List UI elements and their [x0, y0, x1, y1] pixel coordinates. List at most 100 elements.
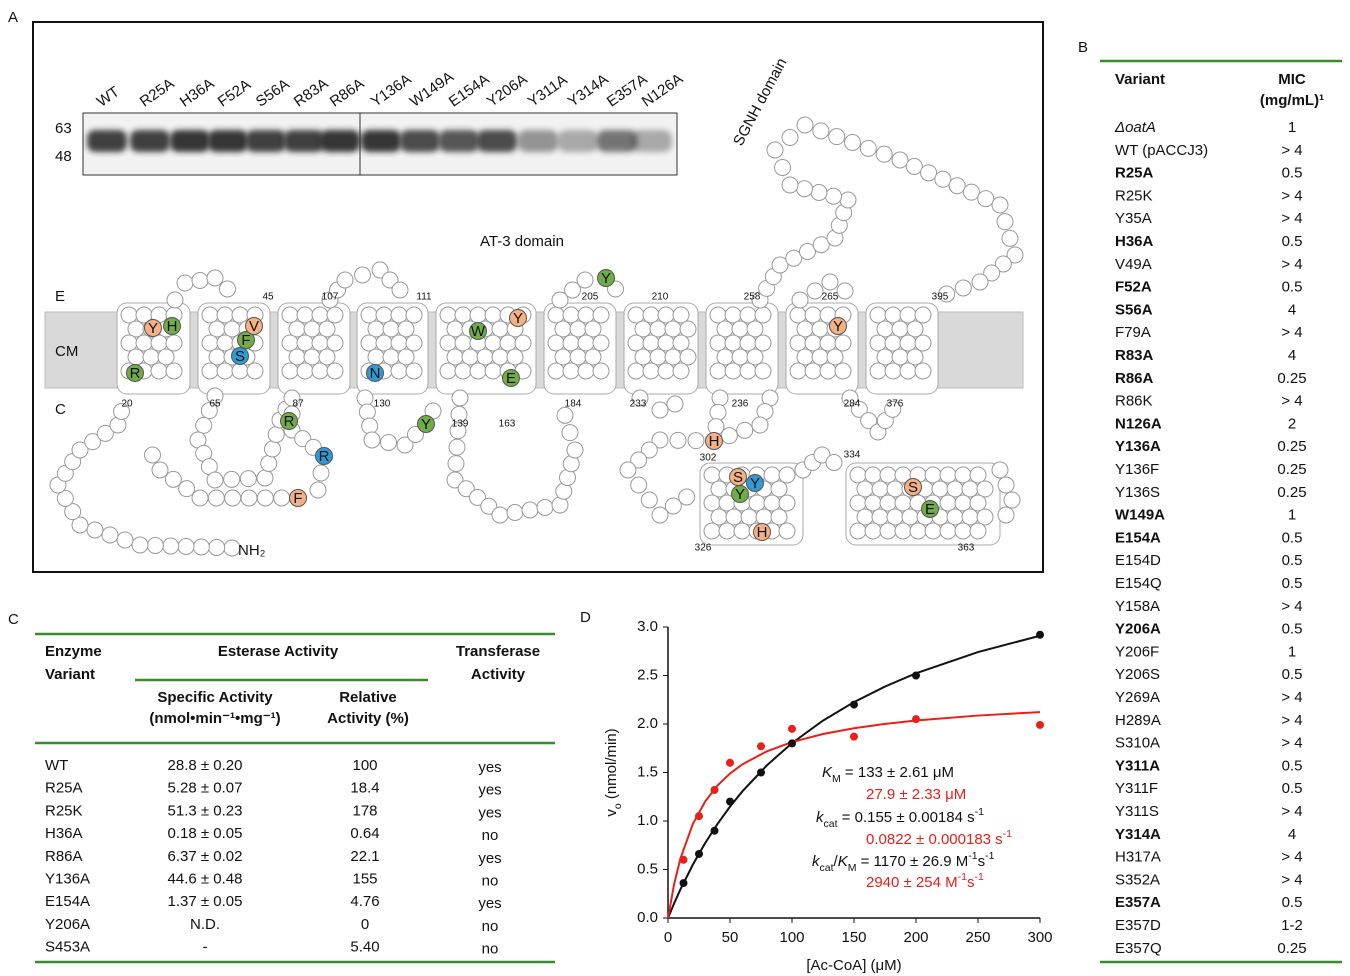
residue — [492, 349, 508, 365]
residue — [406, 335, 422, 351]
residue — [143, 349, 159, 365]
residue — [578, 335, 594, 351]
column-header: Esterase Activity — [218, 643, 339, 660]
residue-letter: S — [733, 469, 743, 486]
residue — [755, 335, 771, 351]
residue — [910, 523, 926, 539]
mic-cell: > 4 — [1281, 256, 1302, 273]
lane-label: Y311A — [525, 71, 571, 110]
residue — [679, 489, 695, 505]
residue — [865, 467, 881, 483]
residue — [247, 363, 263, 379]
residue — [767, 142, 783, 158]
label-part: (nmol/min) — [603, 728, 620, 803]
table-cell: 6.37 ± 0.02 — [168, 848, 243, 865]
table-cell: 5.28 ± 0.07 — [168, 780, 243, 797]
residue — [289, 321, 305, 337]
figure: ABCDECMC45107111205210258265395206587130… — [0, 0, 1350, 976]
residue — [593, 307, 609, 323]
mic-cell: 1 — [1288, 643, 1296, 660]
mic-cell: 1 — [1288, 507, 1296, 524]
label-part: -1 — [975, 806, 984, 818]
data-point — [788, 725, 796, 733]
residue — [391, 335, 407, 351]
mic-cell: > 4 — [1281, 712, 1302, 729]
y-tick-label: 0.0 — [637, 909, 658, 926]
mic-cell: 2 — [1288, 415, 1296, 432]
residue — [548, 307, 564, 323]
residue — [932, 481, 948, 497]
residue — [782, 177, 798, 193]
residue — [643, 363, 659, 379]
residue — [752, 417, 768, 433]
residue — [895, 523, 911, 539]
mic-cell: 0.5 — [1282, 233, 1303, 250]
residue — [880, 523, 896, 539]
variant-cell: Y269A — [1115, 689, 1160, 706]
residue — [202, 307, 218, 323]
residue — [921, 165, 937, 181]
residue — [719, 523, 735, 539]
residue — [670, 432, 686, 448]
lane-label: H36A — [177, 75, 217, 110]
residue — [500, 335, 516, 351]
residue — [477, 349, 493, 365]
residue — [902, 509, 918, 525]
residue — [885, 307, 901, 323]
mic-cell: > 4 — [1281, 849, 1302, 866]
residue — [117, 532, 133, 548]
mic-cell: 0.5 — [1282, 165, 1303, 182]
residue — [870, 307, 886, 323]
residue — [972, 274, 988, 290]
residue — [217, 335, 233, 351]
residue — [827, 349, 843, 365]
residue — [764, 467, 780, 483]
residue — [631, 477, 647, 493]
residue — [955, 280, 971, 296]
residue — [820, 335, 836, 351]
residue — [563, 363, 579, 379]
residue — [962, 481, 978, 497]
residue — [947, 509, 963, 525]
residue — [87, 522, 103, 538]
residue — [721, 428, 737, 444]
annotation: kcat/KM = 1170 ± 26.9 M-1s-1 — [812, 850, 995, 874]
residue — [232, 363, 248, 379]
residue — [178, 539, 194, 555]
variant-cell: N126A — [1115, 415, 1162, 432]
residue — [949, 178, 965, 194]
blot-band — [87, 130, 127, 152]
residue — [877, 321, 893, 337]
residue-letter: H — [757, 524, 768, 541]
blot-band — [320, 130, 360, 152]
residue — [822, 274, 838, 290]
variant-cell: Y206F — [1115, 643, 1159, 660]
data-point — [726, 759, 734, 767]
residue — [452, 390, 468, 406]
residue — [282, 363, 298, 379]
variant-cell: S352A — [1115, 871, 1160, 888]
residue — [835, 363, 851, 379]
residue — [224, 321, 240, 337]
residue-letter: R — [319, 448, 330, 465]
residue — [628, 363, 644, 379]
label-part: cat — [820, 862, 834, 874]
variant-cell: W149A — [1115, 507, 1165, 524]
residue — [712, 390, 728, 406]
residue-letter: V — [249, 318, 259, 335]
residue — [865, 523, 881, 539]
residue — [319, 321, 335, 337]
mic-cell: 0.5 — [1282, 279, 1303, 296]
residue — [522, 502, 538, 518]
data-point — [912, 672, 920, 680]
y-tick-label: 3.0 — [637, 618, 658, 635]
table-cell: 18.4 — [350, 780, 379, 797]
residue — [368, 321, 384, 337]
mic-cell: > 4 — [1281, 142, 1302, 159]
mic-cell: 4 — [1288, 301, 1296, 318]
residue — [704, 523, 720, 539]
residue — [548, 363, 564, 379]
residue — [710, 404, 726, 420]
variant-cell: R25A — [1115, 165, 1154, 182]
residue — [327, 335, 343, 351]
